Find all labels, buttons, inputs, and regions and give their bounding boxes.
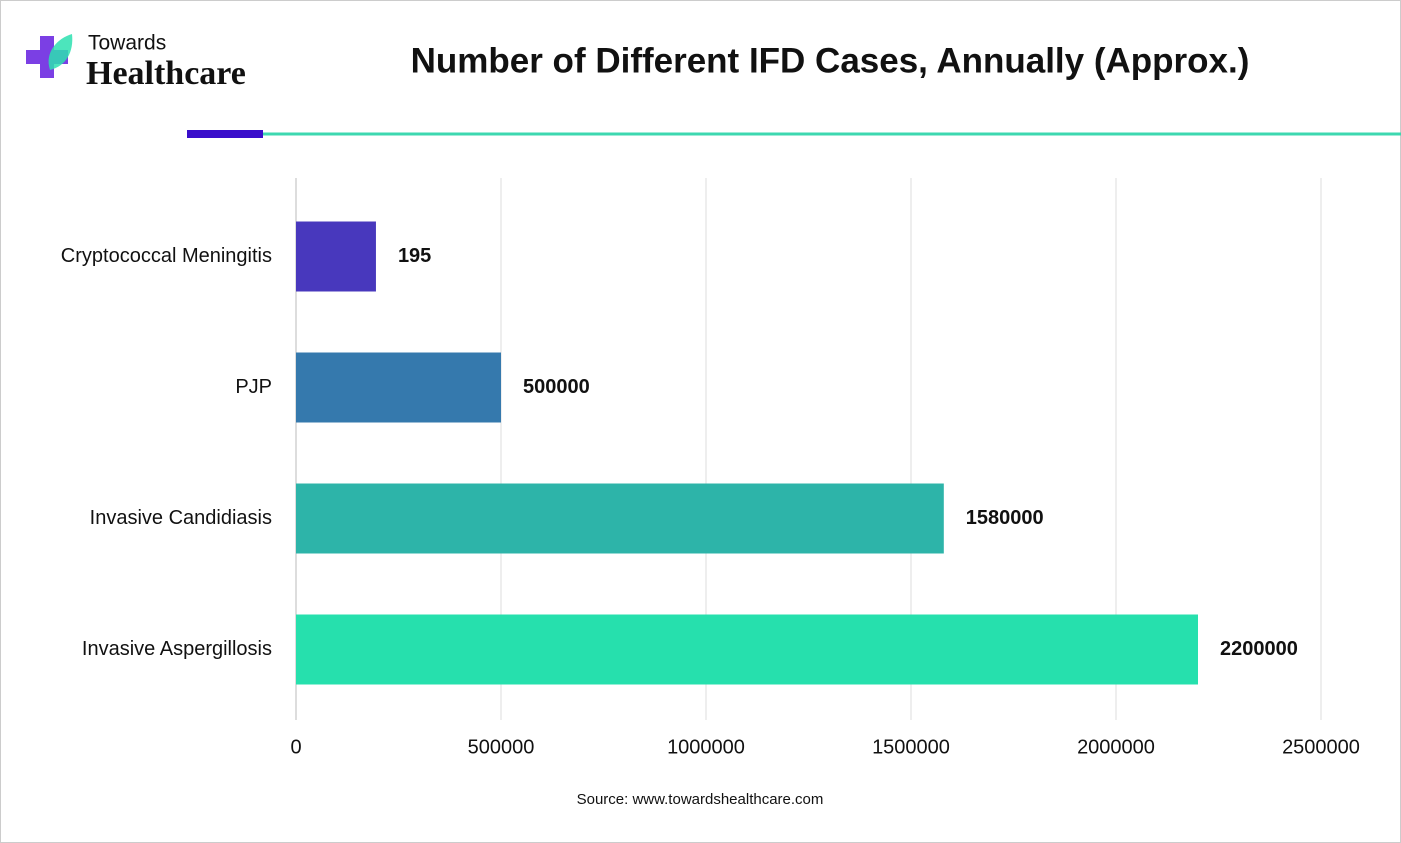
chart-title: Number of Different IFD Cases, Annually …: [411, 41, 1250, 80]
logo-line1: Towards: [88, 32, 166, 55]
x-tick-label: 2500000: [1282, 736, 1360, 758]
x-tick-label: 500000: [468, 736, 535, 758]
y-tick-label: Invasive Aspergillosis: [82, 638, 272, 660]
x-tick-label: 2000000: [1077, 736, 1155, 758]
value-label: 2200000: [1220, 638, 1298, 660]
x-tick-label: 0: [290, 736, 301, 758]
bar: [296, 352, 501, 423]
bar: [296, 483, 944, 554]
x-tick-label: 1500000: [872, 736, 950, 758]
value-label: 500000: [523, 376, 590, 398]
bar: [296, 614, 1198, 685]
y-tick-label: Cryptococcal Meningitis: [61, 245, 272, 267]
y-tick-label: Invasive Candidiasis: [90, 507, 272, 529]
source: Source: www.towardshealthcare.com: [577, 791, 824, 808]
x-tick-label: 1000000: [667, 736, 745, 758]
logo-line2: Healthcare: [86, 55, 246, 92]
bar: [296, 221, 376, 292]
logo-leaf: [48, 34, 73, 70]
value-label: 1580000: [966, 507, 1044, 529]
value-label: 195: [398, 245, 431, 267]
logo: Towards Healthcare: [26, 32, 246, 92]
y-tick-label: PJP: [235, 376, 272, 398]
logo-cross: [26, 36, 68, 78]
